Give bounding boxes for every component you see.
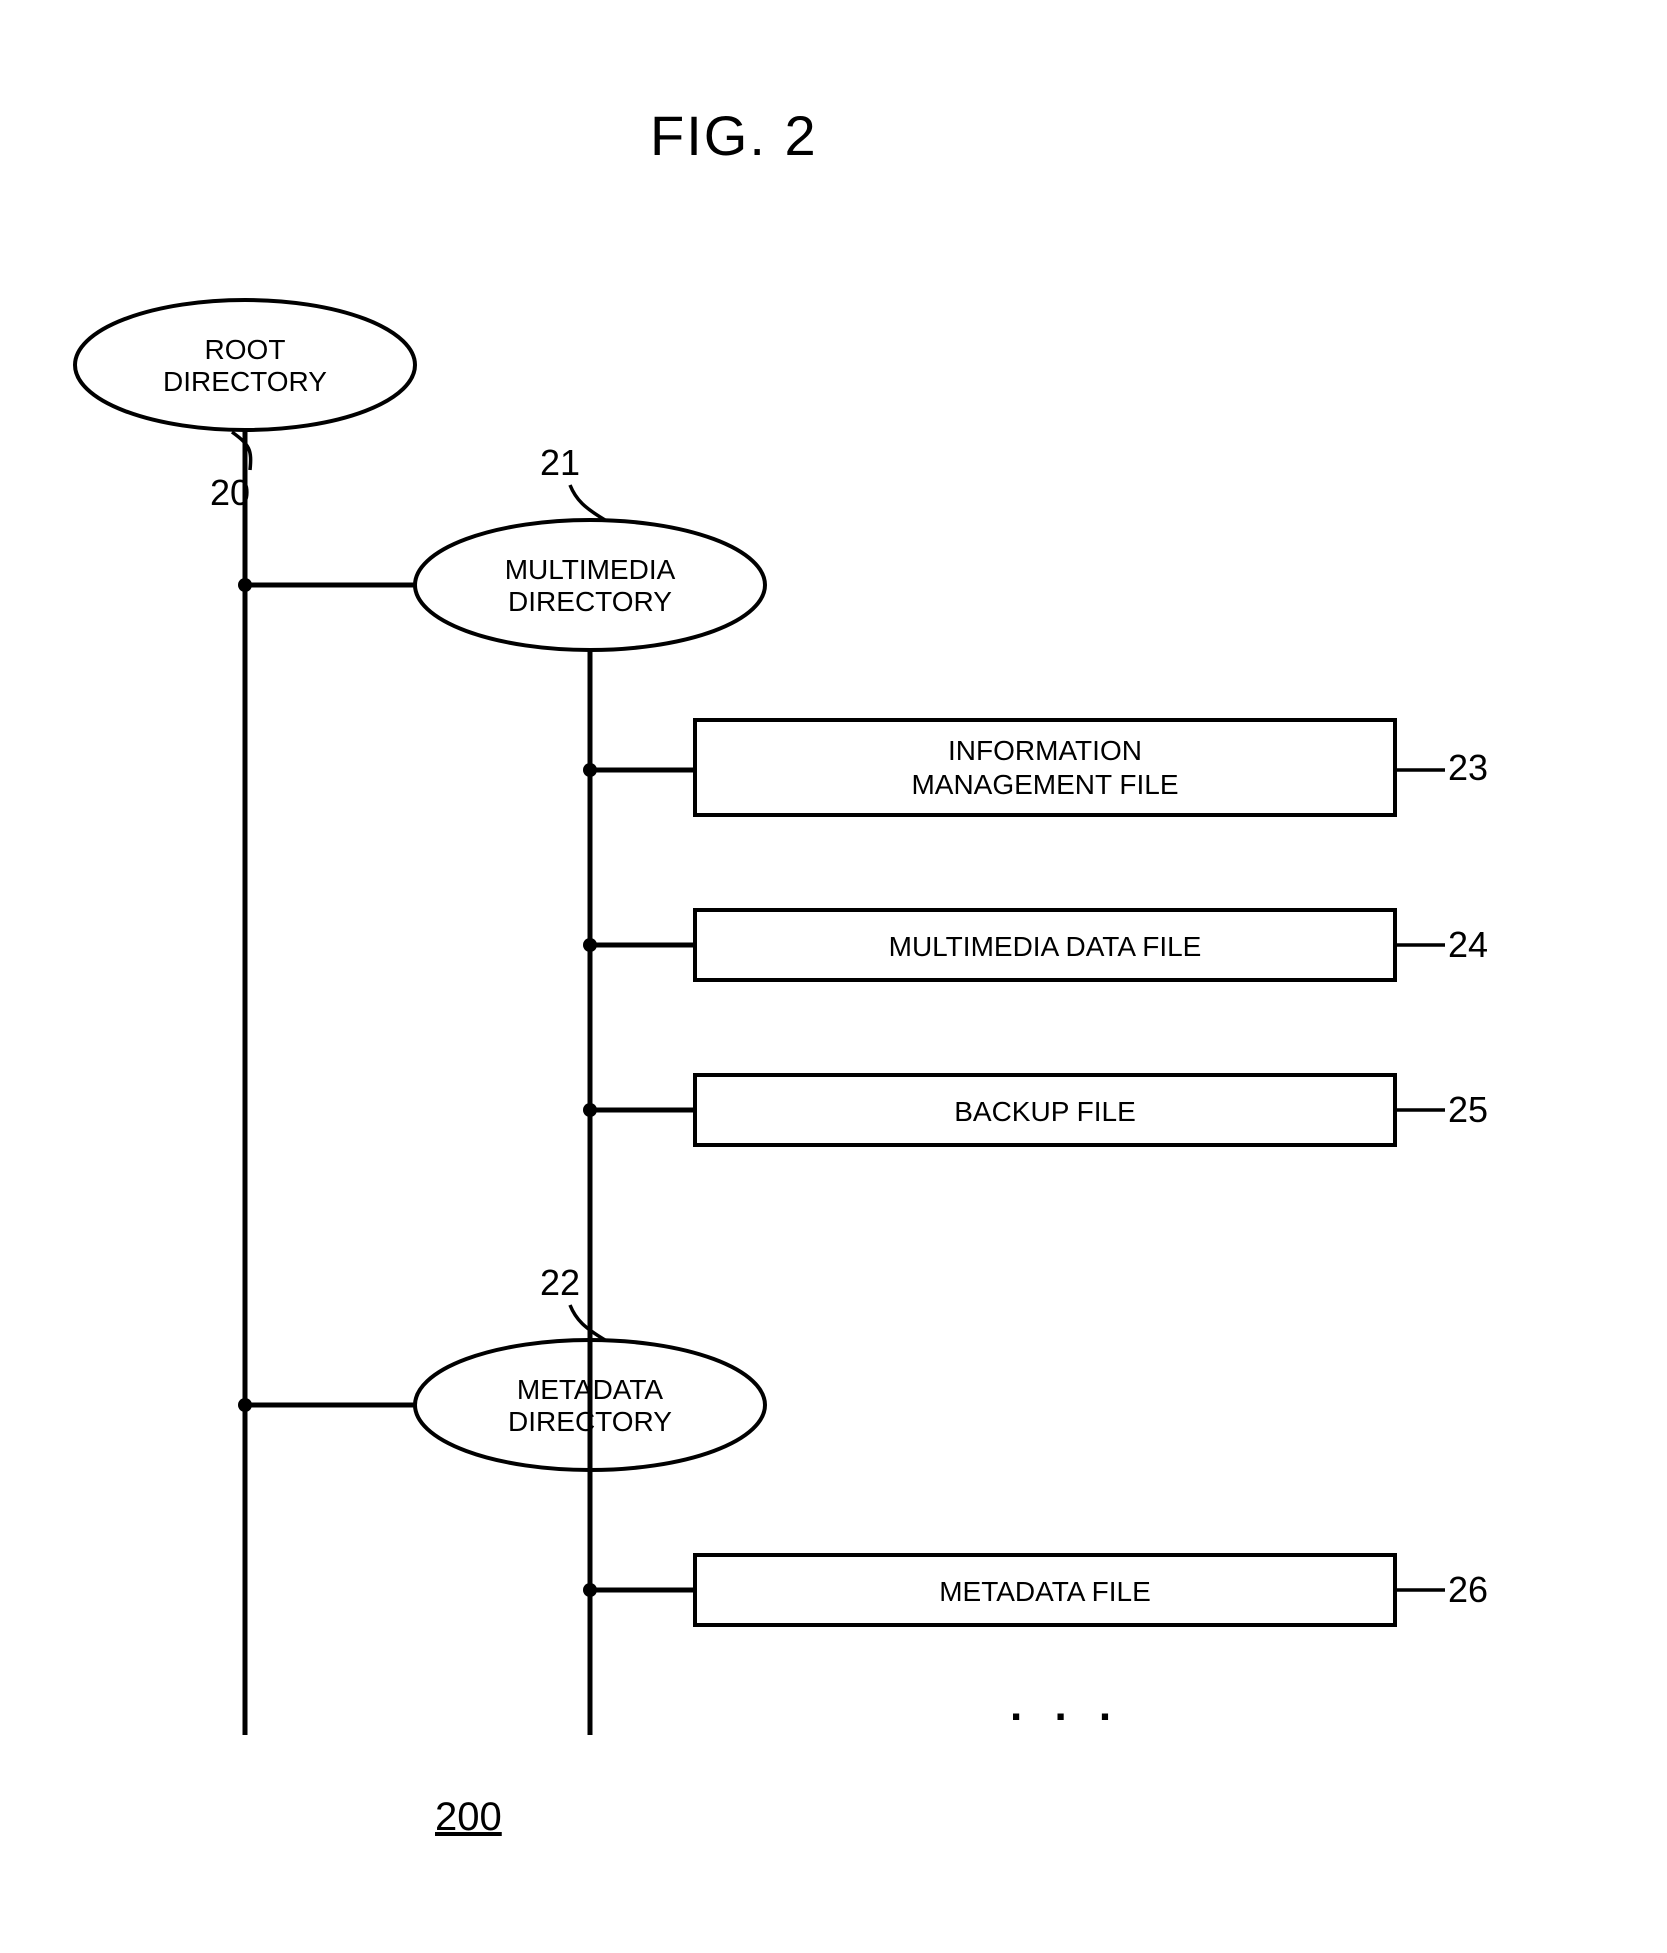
metadata-file-label: METADATA FILE [939, 1576, 1151, 1607]
tree-junction-dot [583, 938, 597, 952]
multimedia-directory-label-2: DIRECTORY [508, 586, 672, 617]
ellipsis-label: . . . [1010, 1681, 1121, 1730]
figure-svg: FIG. 2 ROOT DIRECTORY MULTIMEDIA DIRECTO… [0, 0, 1667, 1953]
information-management-file-label-2: MANAGEMENT FILE [911, 769, 1178, 800]
tree-junction-dot [583, 763, 597, 777]
ref-20: 20 [210, 472, 250, 513]
tree-junction-dot [238, 1398, 252, 1412]
figure-title: FIG. 2 [650, 104, 818, 167]
figure-id-label: 200 [435, 1795, 502, 1839]
tree-junction-dot [583, 1103, 597, 1117]
ref-21-leader [570, 485, 605, 520]
tree-junction-dot [238, 578, 252, 592]
ref-25: 25 [1448, 1089, 1488, 1130]
information-management-file-label-1: INFORMATION [948, 735, 1142, 766]
ref-20-leader [232, 432, 251, 470]
root-directory-label-1: ROOT [205, 334, 286, 365]
ref-26: 26 [1448, 1569, 1488, 1610]
root-directory-label-2: DIRECTORY [163, 366, 327, 397]
tree-junction-dot [583, 1583, 597, 1597]
metadata-directory-label-2: DIRECTORY [508, 1406, 672, 1437]
ref-21: 21 [540, 442, 580, 483]
backup-file-label: BACKUP FILE [954, 1096, 1136, 1127]
metadata-directory-label-1: METADATA [517, 1374, 664, 1405]
ref-22: 22 [540, 1262, 580, 1303]
ref-23: 23 [1448, 747, 1488, 788]
multimedia-data-file-label: MULTIMEDIA DATA FILE [889, 931, 1202, 962]
root-directory-node [75, 300, 415, 430]
junction-dots [238, 578, 597, 1597]
multimedia-directory-node [415, 520, 765, 650]
ref-24: 24 [1448, 924, 1488, 965]
multimedia-directory-label-1: MULTIMEDIA [505, 554, 676, 585]
